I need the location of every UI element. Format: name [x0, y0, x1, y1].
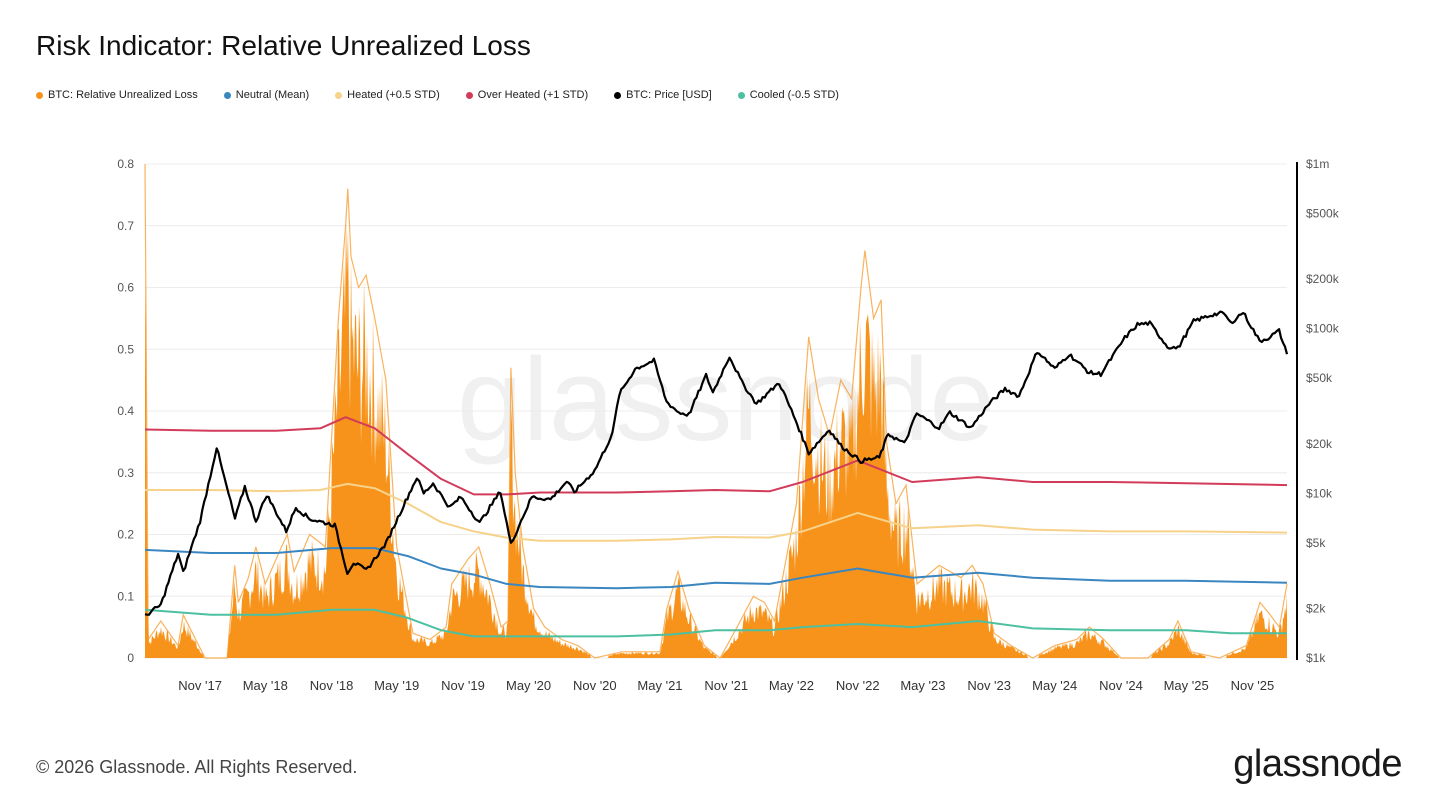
legend-dot-icon — [465, 91, 473, 99]
y-right-tick-label: $500k — [1306, 207, 1340, 221]
x-tick-label: May '19 — [374, 678, 419, 693]
legend-label: BTC: Price [USD] — [626, 89, 712, 101]
band-line — [145, 482, 1288, 542]
y-left-tick-label: 0 — [127, 651, 134, 665]
x-tick-label: May '24 — [1032, 678, 1077, 693]
y-left-tick-label: 0.3 — [117, 466, 134, 480]
y-right-tick-label: $200k — [1306, 272, 1340, 286]
legend-dot-icon — [335, 91, 343, 99]
y-left-tick-label: 0.2 — [117, 528, 134, 542]
y-left-tick-label: 0.7 — [117, 219, 134, 233]
legend-dot-icon — [223, 91, 231, 99]
x-tick-label: Nov '24 — [1099, 678, 1143, 693]
band-line — [144, 608, 1287, 638]
unrealized-loss-envelope — [144, 163, 1288, 659]
y-right-tick-label: $1m — [1306, 157, 1329, 171]
y-right-tick-label: $100k — [1306, 322, 1340, 336]
x-tick-label: Nov '22 — [836, 678, 880, 693]
watermark-text: glassnode — [457, 334, 995, 466]
x-tick-label: Nov '19 — [441, 678, 485, 693]
y-right-tick-label: $20k — [1306, 437, 1333, 451]
legend-label: Over Heated (+1 STD) — [477, 89, 589, 101]
y-right-tick-label: $1k — [1306, 651, 1326, 665]
chart-legend: BTC: Relative Unrealized Loss Neutral (Me… — [36, 89, 865, 101]
btc-price-line — [144, 310, 1289, 616]
x-tick-label: May '21 — [637, 678, 682, 693]
y-left-tick-label: 0.4 — [117, 404, 134, 418]
legend-dot-icon — [36, 91, 43, 99]
x-tick-label: Nov '23 — [967, 678, 1011, 693]
y-left-tick-label: 0.1 — [117, 589, 134, 603]
x-tick-label: May '22 — [769, 678, 814, 693]
y-left-tick-label: 0.8 — [117, 157, 134, 171]
y-right-tick-label: $10k — [1306, 486, 1333, 500]
y-right-tick-label: $2k — [1306, 601, 1326, 615]
x-tick-label: May '25 — [1164, 678, 1209, 693]
x-tick-label: Nov '25 — [1231, 678, 1275, 693]
x-tick-label: Nov '17 — [178, 678, 222, 693]
legend-label: Heated (+0.5 STD) — [347, 89, 440, 101]
x-tick-label: May '23 — [900, 678, 945, 693]
x-tick-label: Nov '21 — [704, 678, 748, 693]
x-tick-label: Nov '20 — [573, 678, 617, 693]
chart-title: Risk Indicator: Relative Unrealized Loss — [36, 30, 531, 61]
legend-label: Cooled (-0.5 STD) — [749, 89, 839, 101]
legend-item[interactable]: Cooled (-0.5 STD) — [737, 89, 839, 101]
y-left-tick-label: 0.6 — [117, 281, 134, 295]
y-left-tick-label: 0.5 — [117, 342, 134, 356]
legend-label: Neutral (Mean) — [235, 89, 310, 101]
copyright-text: © 2026 Glassnode. All Rights Reserved. — [36, 757, 358, 777]
glassnode-logo: glassnode — [1233, 743, 1402, 785]
band-line — [144, 416, 1288, 496]
legend-item[interactable]: Heated (+0.5 STD) — [335, 89, 440, 101]
legend-dot-icon — [614, 91, 622, 99]
x-tick-label: May '20 — [506, 678, 551, 693]
legend-item[interactable]: BTC: Relative Unrealized Loss — [36, 89, 198, 101]
legend-dot-icon — [737, 91, 745, 99]
legend-item[interactable]: Neutral (Mean) — [223, 89, 310, 101]
band-line — [144, 547, 1288, 590]
x-tick-label: May '18 — [243, 678, 288, 693]
legend-label: BTC: Relative Unrealized Loss — [48, 89, 198, 101]
y-right-tick-label: $5k — [1306, 536, 1326, 550]
legend-item[interactable]: BTC: Price [USD] — [614, 89, 712, 101]
legend-item[interactable]: Over Heated (+1 STD) — [465, 89, 589, 101]
y-right-tick-label: $50k — [1306, 371, 1333, 385]
x-tick-label: Nov '18 — [310, 678, 354, 693]
